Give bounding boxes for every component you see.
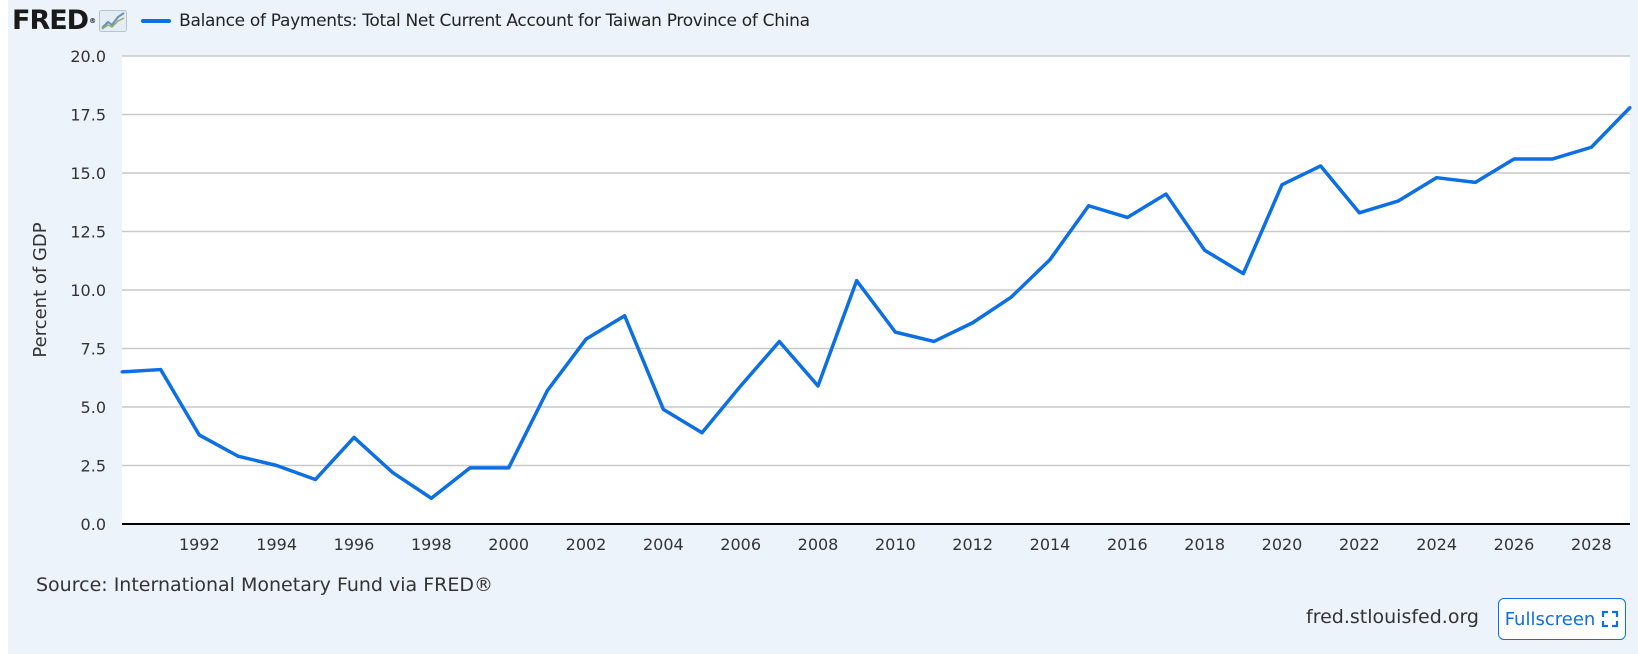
data-point[interactable] — [468, 466, 472, 470]
data-point[interactable] — [1551, 157, 1555, 161]
data-point[interactable] — [1203, 248, 1207, 252]
data-point[interactable] — [584, 337, 588, 341]
data-point[interactable] — [739, 384, 743, 388]
x-tick-label: 2006 — [720, 535, 761, 554]
x-tick-label: 2004 — [643, 535, 684, 554]
x-tick-label: 2018 — [1184, 535, 1225, 554]
data-point[interactable] — [661, 407, 665, 411]
x-tick-label: 1994 — [256, 535, 297, 554]
x-tick-label: 2008 — [798, 535, 839, 554]
data-point[interactable] — [816, 384, 820, 388]
data-point[interactable] — [1048, 258, 1052, 262]
y-tick-label: 7.5 — [81, 340, 106, 359]
data-point[interactable] — [429, 496, 433, 500]
x-tick-label: 2026 — [1494, 535, 1535, 554]
chart-legend: Balance of Payments: Total Net Current A… — [141, 11, 810, 31]
data-point[interactable] — [236, 454, 240, 458]
data-point[interactable] — [1589, 145, 1593, 149]
y-tick-label: 0.0 — [81, 515, 106, 534]
data-point[interactable] — [1512, 157, 1516, 161]
legend-swatch — [141, 19, 172, 23]
data-point[interactable] — [1087, 204, 1091, 208]
y-tick-label: 20.0 — [70, 47, 106, 66]
data-point[interactable] — [1396, 199, 1400, 203]
data-point[interactable] — [855, 279, 859, 283]
data-point[interactable] — [700, 431, 704, 435]
fullscreen-icon — [1602, 610, 1619, 628]
line-chart-icon — [99, 10, 128, 32]
y-tick-label: 5.0 — [81, 398, 106, 417]
data-point[interactable] — [1009, 295, 1013, 299]
x-tick-label: 2002 — [566, 535, 607, 554]
x-tick-label: 2028 — [1571, 535, 1612, 554]
y-tick-label: 17.5 — [70, 106, 106, 125]
y-tick-label: 2.5 — [81, 457, 106, 476]
x-tick-label: 2012 — [952, 535, 993, 554]
y-tick-label: 10.0 — [70, 281, 106, 300]
data-point[interactable] — [197, 433, 201, 437]
data-point[interactable] — [120, 370, 124, 374]
series-points — [120, 105, 1632, 500]
data-point[interactable] — [1280, 183, 1284, 187]
y-axis-ticks: 0.0 2.5 5.0 7.5 10.0 12.5 15.0 17.5 20.0 — [70, 47, 106, 534]
fred-logo[interactable]: FRED® — [12, 5, 96, 36]
data-point[interactable] — [1357, 211, 1361, 215]
data-point[interactable] — [352, 435, 356, 439]
x-axis-ticks: 1992 1994 1996 1998 2000 2002 2004 2006 2008 2010… — [179, 535, 1612, 554]
x-tick-label: 2000 — [488, 535, 529, 554]
data-point[interactable] — [1628, 105, 1632, 109]
x-tick-label: 2016 — [1107, 535, 1148, 554]
x-tick-label: 1998 — [411, 535, 452, 554]
fullscreen-label: Fullscreen — [1504, 608, 1596, 630]
data-point[interactable] — [1319, 164, 1323, 168]
data-point[interactable] — [777, 339, 781, 343]
chart-header: FRED® Balance of Payments: Total Net Cur… — [12, 6, 810, 36]
data-point[interactable] — [1164, 192, 1168, 196]
x-tick-label: 2022 — [1339, 535, 1380, 554]
grid-lines — [122, 55, 1630, 467]
data-point[interactable] — [1473, 180, 1477, 184]
data-point[interactable] — [545, 389, 549, 393]
data-point[interactable] — [275, 464, 279, 467]
y-axis-label: Percent of GDP — [30, 222, 51, 357]
data-point[interactable] — [507, 466, 511, 470]
x-tick-label: 2024 — [1416, 535, 1457, 554]
data-point[interactable] — [159, 368, 163, 372]
series-line — [121, 106, 1632, 501]
x-tick-label: 1992 — [179, 535, 220, 554]
source-note: Source: International Monetary Fund via … — [36, 574, 493, 596]
fullscreen-button[interactable]: Fullscreen — [1498, 598, 1626, 640]
y-tick-label: 12.5 — [70, 223, 106, 242]
data-point[interactable] — [971, 321, 975, 325]
x-tick-label: 2010 — [875, 535, 916, 554]
data-point[interactable] — [932, 339, 936, 343]
data-point[interactable] — [1435, 176, 1439, 180]
data-point[interactable] — [1125, 215, 1129, 219]
x-tick-label: 2014 — [1030, 535, 1071, 554]
data-point[interactable] — [313, 478, 317, 482]
site-link[interactable]: fred.stlouisfed.org — [1306, 606, 1479, 628]
y-tick-label: 15.0 — [70, 164, 106, 183]
x-tick-label: 2020 — [1262, 535, 1303, 554]
data-point[interactable] — [1241, 272, 1245, 276]
data-point[interactable] — [893, 330, 897, 334]
data-point[interactable] — [391, 471, 395, 475]
data-point[interactable] — [623, 314, 627, 318]
legend-label: Balance of Payments: Total Net Current A… — [179, 11, 810, 31]
x-tick-label: 1996 — [334, 535, 375, 554]
